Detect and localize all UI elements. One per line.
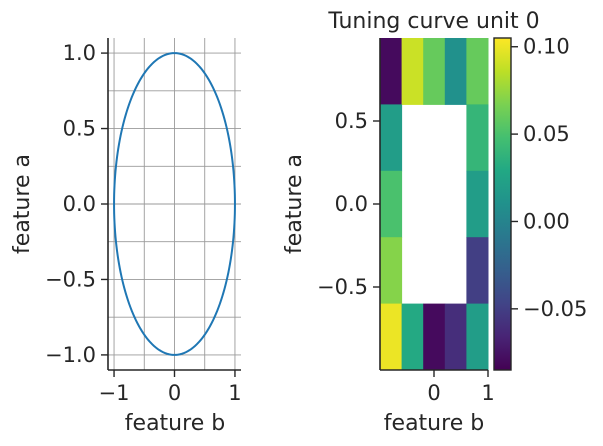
heatmap-cell <box>466 303 489 371</box>
left-x-axis-label: feature b <box>125 411 225 436</box>
series-line <box>113 52 236 356</box>
heatmap-title: Tuning curve unit 0 <box>327 9 539 34</box>
left-grid <box>108 38 241 370</box>
heatmap-y-ticks: 0.5 0.0 −0.5 <box>317 109 380 299</box>
heatmap-cell <box>466 170 489 238</box>
heatmap-cell <box>401 303 424 371</box>
x-tick-label: 0 <box>427 381 440 405</box>
y-tick-label: 1.0 <box>63 41 96 65</box>
heatmap-cell <box>401 38 424 105</box>
colorbar-tick-label: 0.00 <box>523 209 570 233</box>
heatmap-cell <box>444 38 467 105</box>
left-y-axis-label: feature a <box>10 154 35 254</box>
heatmap-cell <box>423 303 446 371</box>
colorbar-tick-label: 0.05 <box>523 122 570 146</box>
colorbar-ticks: 0.10 0.05 0.00 −0.05 <box>511 35 587 321</box>
left-plot: −1 0 1 −1.0 −0.5 0.0 0.5 1.0 feature b feature… <box>10 38 242 436</box>
heatmap-cell <box>380 170 403 238</box>
colorbar-gradient <box>493 37 512 371</box>
y-tick-label: 0.0 <box>63 192 96 216</box>
heatmap-cell <box>380 237 403 305</box>
heatmap-cells <box>380 38 489 371</box>
heatmap-y-axis-label: feature a <box>282 154 307 254</box>
x-tick-label: 1 <box>481 381 494 405</box>
left-y-ticks: −1.0 −0.5 0.0 0.5 1.0 <box>45 41 108 367</box>
heatmap-cell <box>466 38 489 105</box>
colorbar-tick-label: 0.10 <box>523 35 570 59</box>
x-tick-label: 1 <box>228 381 241 405</box>
left-series <box>113 52 236 356</box>
heatmap-cell <box>444 303 467 371</box>
y-tick-label: −0.5 <box>317 275 368 299</box>
heatmap-cell <box>466 237 489 305</box>
colorbar-tick-label: −0.05 <box>523 297 587 321</box>
y-tick-label: −0.5 <box>45 267 96 291</box>
heatmap-cell <box>423 38 446 105</box>
colorbar: 0.10 0.05 0.00 −0.05 <box>493 35 587 371</box>
left-x-ticks: −1 0 1 <box>99 370 242 405</box>
heatmap-cell <box>380 303 403 371</box>
heatmap-x-axis-label: feature b <box>384 411 484 436</box>
y-tick-label: 0.0 <box>335 192 368 216</box>
y-tick-label: 0.5 <box>63 117 96 141</box>
heatmap-cell <box>466 104 489 172</box>
heatmap-cell <box>380 104 403 172</box>
x-tick-label: 0 <box>168 381 181 405</box>
x-tick-label: −1 <box>99 381 130 405</box>
heatmap-cell <box>380 38 403 105</box>
y-tick-label: 0.5 <box>335 109 368 133</box>
y-tick-label: −1.0 <box>45 343 96 367</box>
